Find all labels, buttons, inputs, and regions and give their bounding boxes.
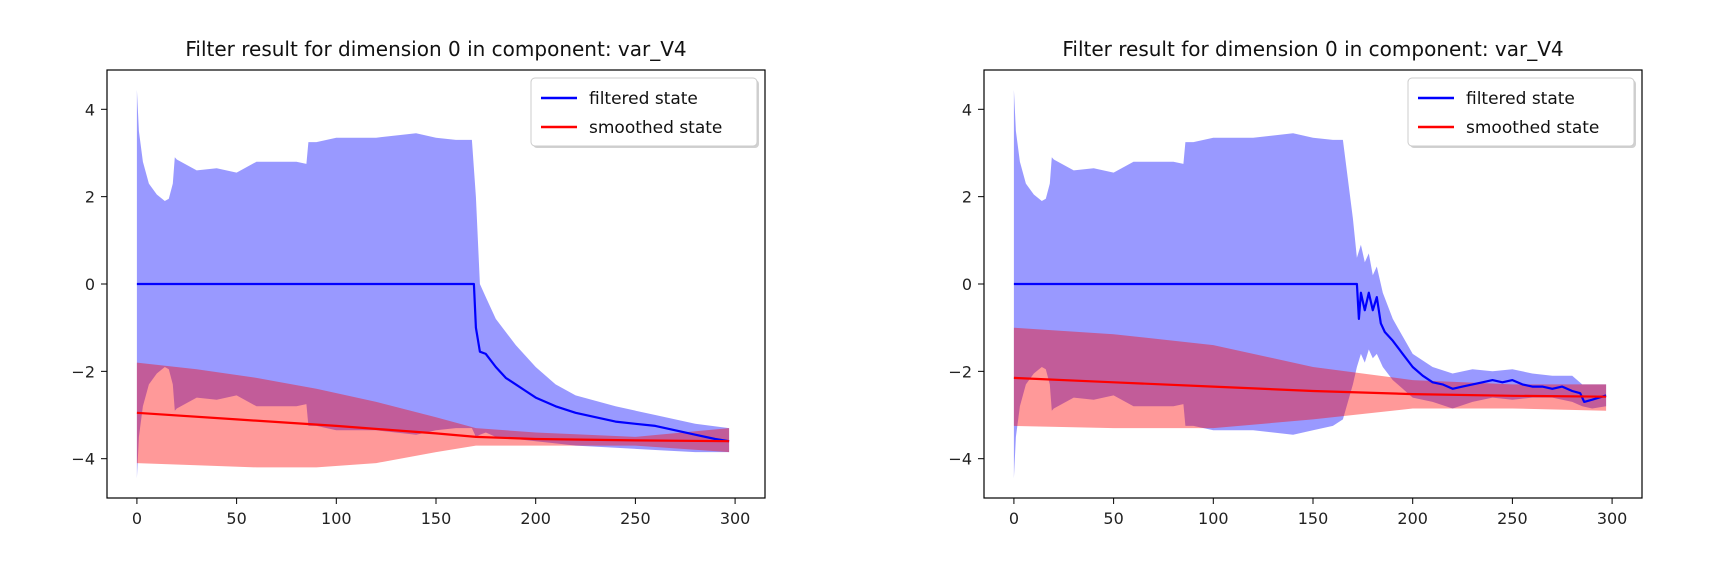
legend-label: filtered state — [1466, 89, 1575, 109]
x-tick-label: 50 — [226, 509, 246, 528]
y-tick-label: 0 — [85, 275, 95, 294]
y-tick-label: 2 — [85, 188, 95, 207]
x-tick-label: 300 — [720, 509, 751, 528]
legend-label: filtered state — [589, 89, 698, 109]
smoothed-state-confidence-band — [136, 362, 730, 468]
x-tick-label: 200 — [520, 509, 551, 528]
chart-title: Filter result for dimension 0 in compone… — [185, 37, 686, 61]
x-tick-label: 250 — [1497, 509, 1528, 528]
y-tick-label: −4 — [71, 450, 95, 469]
filtered-state-line — [1013, 282, 1607, 403]
x-tick-label: 50 — [1103, 509, 1123, 528]
y-tick-label: 4 — [85, 100, 95, 119]
y-tick-label: 4 — [962, 100, 972, 119]
x-tick-label: 150 — [1298, 509, 1329, 528]
x-tick-label: 0 — [132, 509, 142, 528]
y-tick-label: 0 — [962, 275, 972, 294]
chart-panel-left: 0 50 100 150 200 250 300 4 2 0 −2 −4 Filter result f… — [71, 37, 766, 528]
filtered-state-line — [136, 282, 730, 443]
smoothed-state-line — [136, 411, 730, 443]
chart-panel-right: 0 50 100 150 200 250 300 4 2 0 −2 −4 Filter result f… — [948, 37, 1643, 528]
x-tick-label: 200 — [1397, 509, 1428, 528]
plot-area — [136, 89, 730, 479]
x-tick-label: 100 — [1198, 509, 1229, 528]
smoothed-state-line — [1013, 376, 1607, 398]
x-tick-label: 150 — [421, 509, 452, 528]
x-tick-label: 300 — [1597, 509, 1628, 528]
legend: filtered state smoothed state — [1407, 77, 1636, 148]
chart-title: Filter result for dimension 0 in compone… — [1062, 37, 1563, 61]
smoothed-state-confidence-band — [1013, 327, 1607, 429]
y-tick-label: −2 — [71, 362, 95, 381]
y-tick-label: −4 — [948, 450, 972, 469]
legend-box — [1407, 77, 1635, 147]
y-tick-label: 2 — [962, 188, 972, 207]
x-tick-label: 0 — [1009, 509, 1019, 528]
x-tick-label: 250 — [620, 509, 651, 528]
legend-label: smoothed state — [1466, 118, 1599, 138]
plot-area — [1013, 89, 1607, 479]
y-tick-label: −2 — [948, 362, 972, 381]
legend-box — [530, 77, 758, 147]
legend: filtered state smoothed state — [530, 77, 759, 148]
x-tick-label: 100 — [321, 509, 352, 528]
legend-label: smoothed state — [589, 118, 722, 138]
